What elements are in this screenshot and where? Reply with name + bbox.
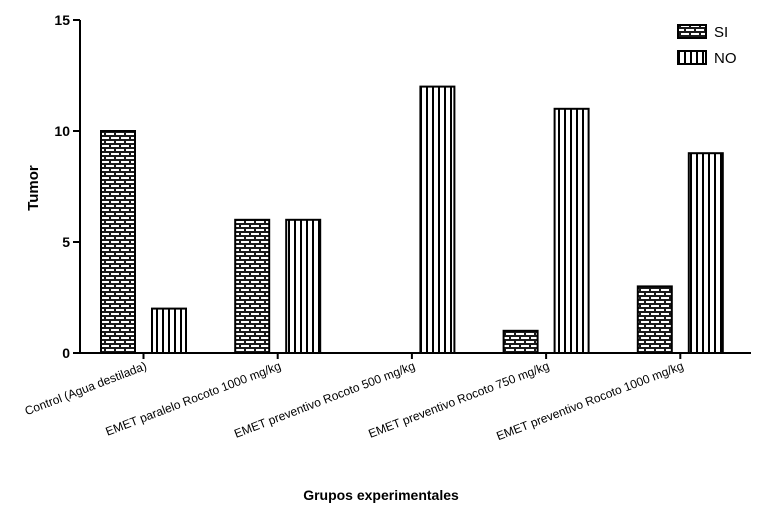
legend-swatch-no	[677, 50, 707, 65]
bar-si-4	[636, 285, 673, 354]
bar-si-3	[502, 329, 539, 354]
x-axis-label: Grupos experimentales	[303, 487, 459, 503]
legend-swatch-si	[677, 24, 707, 39]
legend-label-no: NO	[714, 50, 737, 67]
bars	[100, 85, 724, 355]
bar-no-3	[553, 107, 590, 354]
bar-no-1	[285, 218, 322, 354]
y-axis-label: Tumor	[25, 165, 42, 211]
y-tick-label: 10	[54, 123, 70, 139]
y-axis-ticks: 0 5 10 15	[54, 12, 80, 361]
bar-si-1	[234, 218, 271, 354]
x-tick-label: Control (Agua destilada)	[23, 359, 149, 418]
x-axis-ticks: Control (Agua destilada)EMET paralelo Ro…	[23, 353, 685, 443]
bar-si-0	[100, 130, 136, 354]
legend-label-si: SI	[714, 24, 728, 41]
legend: SI NO	[677, 24, 737, 67]
bar-no-0	[151, 307, 187, 355]
y-tick-label: 15	[54, 12, 70, 28]
bar-no-2	[419, 85, 456, 354]
y-tick-label: 5	[62, 234, 70, 250]
y-tick-label: 0	[62, 345, 70, 361]
bar-no-4	[687, 152, 724, 354]
